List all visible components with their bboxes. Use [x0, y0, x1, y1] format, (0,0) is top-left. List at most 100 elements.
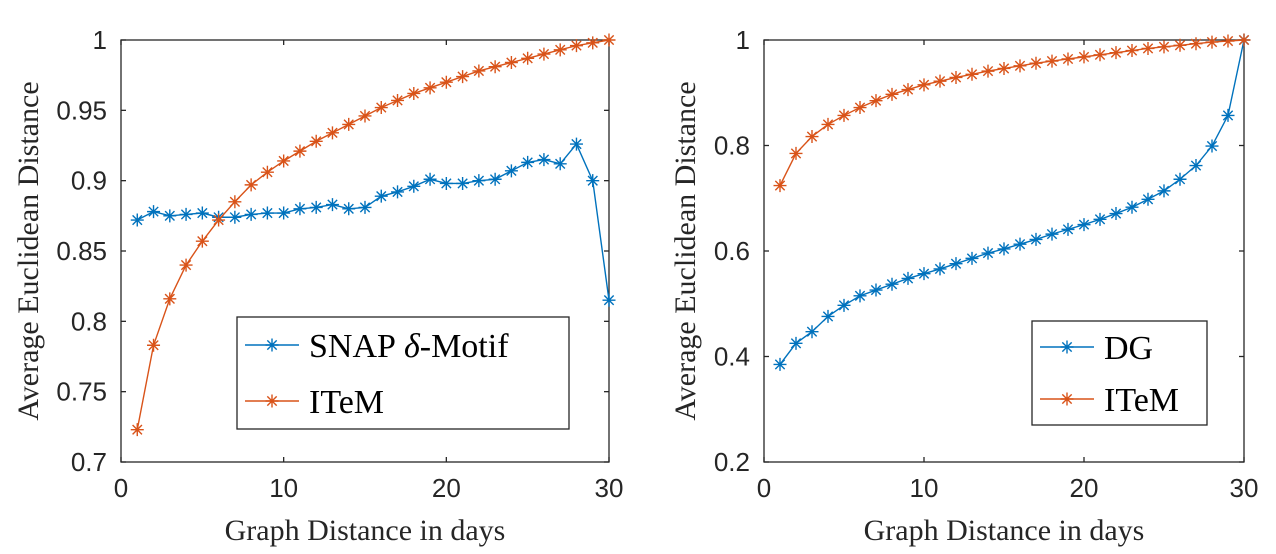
data-point	[1125, 200, 1139, 214]
data-point	[504, 56, 518, 70]
x-tick-label: 20	[432, 473, 461, 503]
data-point	[374, 189, 388, 203]
series-item	[130, 33, 616, 437]
data-point	[537, 47, 551, 61]
data-point	[602, 33, 616, 47]
data-point	[981, 246, 995, 260]
legend-label: ITeM	[1104, 382, 1179, 419]
legend-box	[236, 316, 570, 430]
data-point	[309, 200, 323, 214]
legend-label-math: δ	[404, 328, 421, 365]
data-point	[773, 357, 787, 371]
data-point	[997, 61, 1011, 75]
legend-box	[1031, 320, 1208, 426]
data-point	[553, 157, 567, 171]
data-point	[917, 267, 931, 281]
y-tick-label: 0.4	[714, 342, 750, 372]
data-point	[1173, 38, 1187, 52]
data-point	[1045, 54, 1059, 68]
x-axis-title: Graph Distance in days	[864, 514, 1145, 547]
x-tick-label: 10	[269, 473, 298, 503]
data-point	[1157, 184, 1171, 198]
legend-marker	[1060, 340, 1074, 354]
x-tick-label: 0	[114, 473, 128, 503]
y-tick-label: 0.75	[56, 377, 107, 407]
data-point	[965, 251, 979, 265]
data-point	[586, 36, 600, 50]
legend-label-text: ITeM	[309, 384, 384, 421]
data-point	[1013, 237, 1027, 251]
y-tick-label: 0.8	[71, 306, 107, 336]
legend-label-suffix: -Motif	[420, 328, 509, 365]
data-point	[997, 242, 1011, 256]
data-point	[293, 144, 307, 158]
x-tick-label: 0	[757, 473, 771, 503]
data-point	[179, 258, 193, 272]
data-point	[293, 202, 307, 216]
data-point	[163, 209, 177, 223]
data-point	[885, 87, 899, 101]
data-point	[1221, 34, 1235, 48]
data-point	[1205, 35, 1219, 49]
y-tick-label: 0.2	[714, 447, 750, 477]
data-point	[195, 234, 209, 248]
series-dg	[773, 33, 1251, 371]
data-point	[1109, 46, 1123, 60]
legend: SNAP δ-Motif ITeM	[236, 316, 570, 430]
data-point	[1093, 212, 1107, 226]
data-point	[1237, 33, 1251, 47]
data-point	[933, 74, 947, 88]
data-point	[130, 213, 144, 227]
data-point	[1045, 227, 1059, 241]
data-point	[1109, 207, 1123, 221]
legend-label-text: ITeM	[1104, 382, 1179, 419]
data-point	[1029, 56, 1043, 70]
data-point	[358, 200, 372, 214]
data-point	[488, 172, 502, 186]
data-point	[423, 81, 437, 95]
data-point	[853, 101, 867, 115]
y-tick-label: 0.9	[71, 166, 107, 196]
data-point	[1029, 232, 1043, 246]
data-point	[789, 146, 803, 160]
data-point	[456, 70, 470, 84]
data-point	[342, 117, 356, 131]
data-point	[1141, 41, 1155, 55]
data-point	[1061, 52, 1075, 66]
x-axis-title: Graph Distance in days	[225, 514, 506, 547]
data-point	[147, 205, 161, 219]
legend-label-text: SNAP	[309, 328, 396, 365]
data-point	[1093, 48, 1107, 62]
chart-panel-1: 0 10 20 30 0.7 0.75 0.8 0.85 0.9 0.95 1 Graph Dista…	[12, 25, 623, 547]
data-point	[244, 207, 258, 221]
data-point	[212, 213, 226, 227]
data-point	[1173, 172, 1187, 186]
data-point	[569, 137, 583, 151]
data-point	[358, 109, 372, 123]
data-point	[407, 86, 421, 100]
data-point	[569, 39, 583, 53]
data-point	[837, 108, 851, 122]
data-point	[837, 298, 851, 312]
legend-label: DG	[1104, 330, 1153, 367]
data-point	[277, 154, 291, 168]
data-point	[407, 179, 421, 193]
y-tick-label: 0.7	[71, 447, 107, 477]
legend-label-text: DG	[1104, 330, 1153, 367]
data-point	[805, 130, 819, 144]
chart-panel-2: 0 10 20 30 0.2 0.4 0.6 0.8 1 Graph Distance in da…	[669, 25, 1258, 547]
data-point	[981, 64, 995, 78]
data-point	[309, 134, 323, 148]
data-point	[917, 78, 931, 92]
data-point	[228, 210, 242, 224]
data-point	[325, 126, 339, 140]
series-line	[136, 142, 610, 301]
y-tick-label: 0.85	[56, 236, 107, 266]
data-point	[773, 179, 787, 193]
data-point	[163, 292, 177, 306]
legend-label: ITeM	[309, 384, 384, 421]
data-point	[521, 51, 535, 65]
data-point	[1077, 218, 1091, 232]
y-axis-title: Average Euclidean Distance	[669, 81, 702, 420]
